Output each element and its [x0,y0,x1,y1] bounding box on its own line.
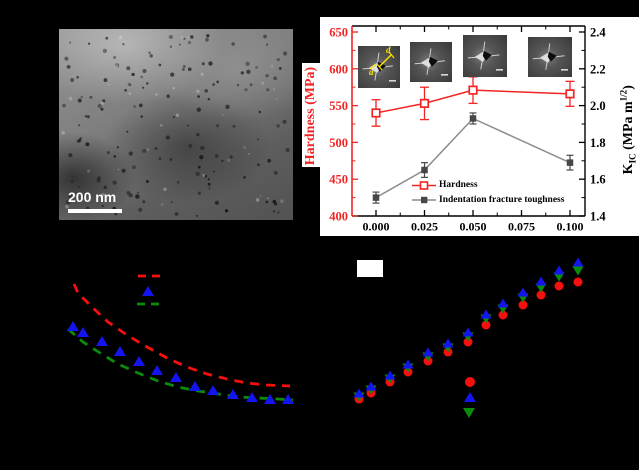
scale-bar-label: 200 nm [68,189,117,205]
svg-text:0.000: 0.000 [363,220,390,234]
bottom-left-legend [137,274,160,306]
svg-text:2.2: 2.2 [590,62,606,76]
toughness-series [372,112,574,204]
svg-text:0.025: 0.025 [411,220,438,234]
red-dashed-curve [72,283,291,388]
chart-legend-symbols [412,181,436,204]
svg-text:400: 400 [329,210,348,224]
svg-text:1.6: 1.6 [590,173,606,187]
svg-text:0.050: 0.050 [460,220,487,234]
svg-text:600: 600 [329,62,348,76]
svg-text:500: 500 [329,136,348,150]
legend-label-toughness: Indentation fracture toughness [439,194,565,205]
indent-micrograph-icon [528,37,572,77]
indentation-inset-3 [463,35,507,77]
svg-text:2.0: 2.0 [590,99,606,113]
inset-annotation-d: d [386,45,391,55]
svg-text:650: 650 [329,26,348,40]
scale-bar-line [68,209,122,213]
svg-text:450: 450 [329,173,348,187]
blank-legend-box [357,260,383,277]
svg-text:550: 550 [329,99,348,113]
svg-text:1.4: 1.4 [590,210,606,224]
tem-image: 200 nm [59,29,293,220]
indentation-inset-1: d a [358,46,400,88]
scale-bar: 200 nm [68,189,122,213]
svg-text:1.8: 1.8 [590,136,606,150]
left-axis-label-strip [302,63,320,167]
axes: 0.000 0.025 0.050 0.075 0.100 400 450 500 550 600… [329,25,606,234]
hardness-series [371,76,575,127]
svg-text:0.100: 0.100 [557,220,584,234]
green-dashed-curve [67,327,294,402]
tem-dots-group [61,34,290,217]
indentation-inset-2 [410,42,452,82]
bottom-right-plot [353,257,584,418]
chart-plot-svg: 0.000 0.025 0.050 0.075 0.100 400 450 500 550 600… [329,25,606,234]
blue-up-triangle-series [353,257,584,398]
indent-micrograph-icon [410,42,452,82]
legend-label-hardness: Hardness [439,180,478,190]
bottom-right-legend [463,377,476,418]
indentation-inset-4 [528,37,572,77]
bottom-left-plot [67,274,294,404]
inset-annotation-a: a [369,67,374,77]
svg-text:0.075: 0.075 [508,220,535,234]
hardness-toughness-chart: Hardness (MPa) KIC (MPa m1/2) 0.000 0.025… [302,12,639,236]
blue-triangle-series [67,321,294,404]
svg-text:2.4: 2.4 [590,26,606,40]
tem-pore-dots [61,34,290,217]
indent-micrograph-icon [358,46,400,88]
indent-micrograph-icon [463,35,507,77]
